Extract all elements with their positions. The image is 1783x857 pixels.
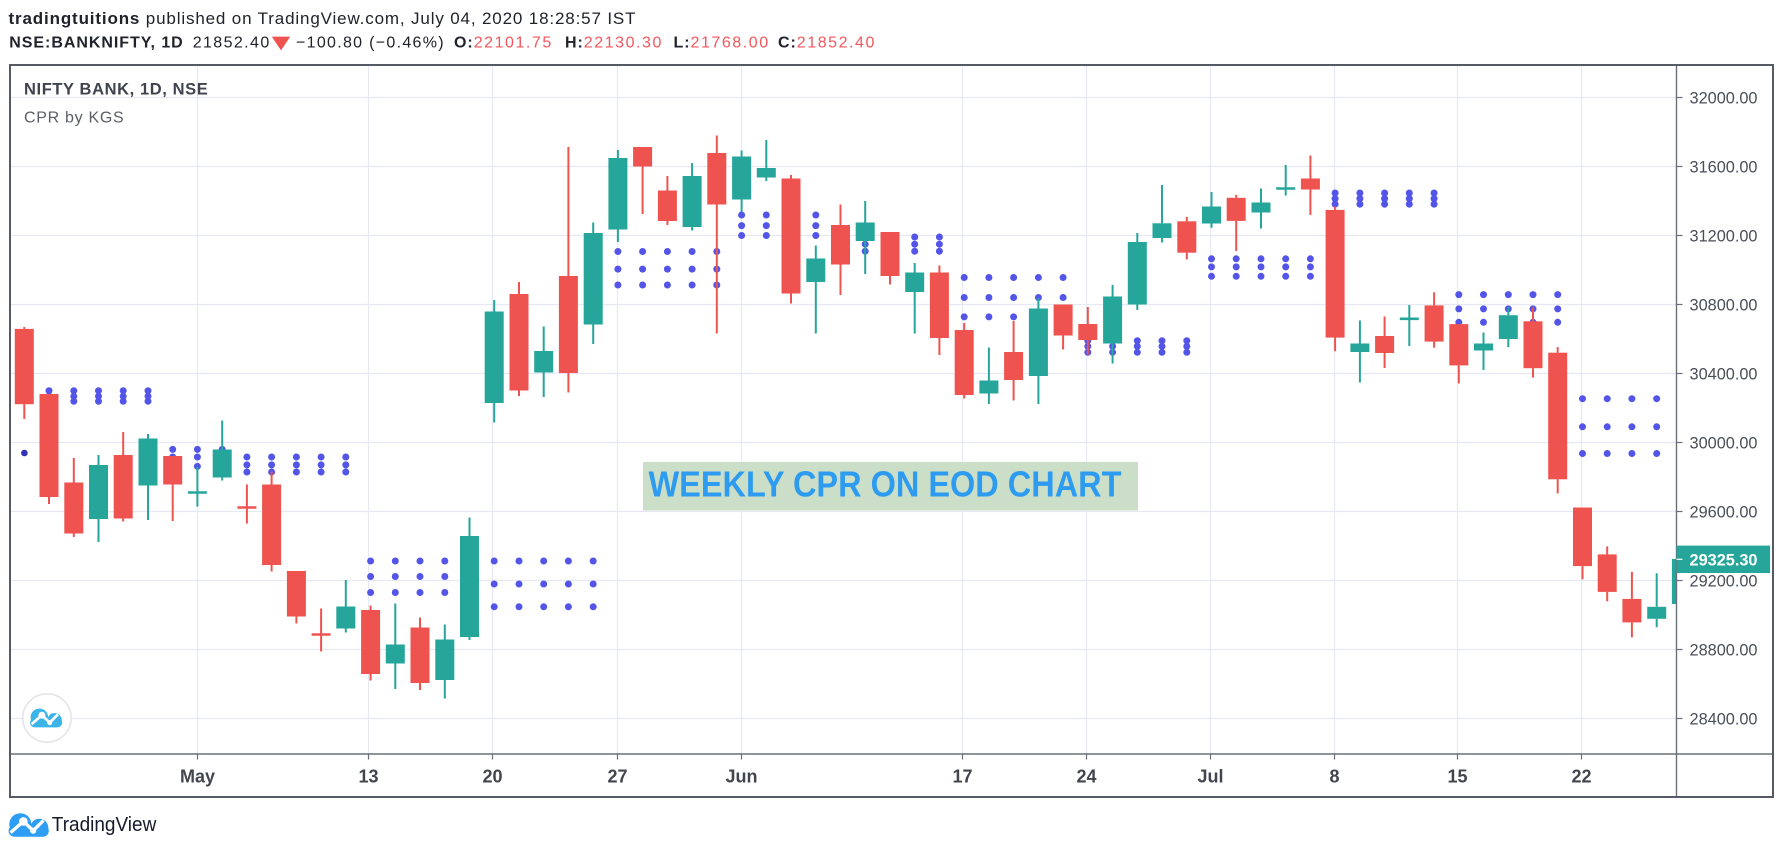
svg-text:TradingView: TradingView [52, 813, 157, 836]
svg-text:May: May [180, 766, 215, 786]
svg-text:28800.00: 28800.00 [1690, 642, 1758, 660]
svg-text:29200.00: 29200.00 [1690, 573, 1758, 591]
svg-text:13: 13 [358, 766, 378, 786]
svg-text:NIFTY BANK, 1D, NSE: NIFTY BANK, 1D, NSE [24, 81, 208, 99]
svg-text:31600.00: 31600.00 [1690, 159, 1758, 177]
svg-text:30800.00: 30800.00 [1690, 297, 1758, 315]
svg-text:WEEKLY CPR ON EOD CHART: WEEKLY CPR ON EOD CHART [649, 464, 1122, 505]
svg-text:24: 24 [1076, 766, 1096, 786]
svg-text:CPR by KGS: CPR by KGS [24, 110, 124, 127]
svg-text:30000.00: 30000.00 [1690, 435, 1758, 453]
svg-text:tradingtuitions published on T: tradingtuitions published on TradingView… [9, 9, 637, 28]
svg-text:28400.00: 28400.00 [1690, 711, 1758, 729]
svg-text:22: 22 [1571, 766, 1591, 786]
svg-text:30400.00: 30400.00 [1690, 366, 1758, 384]
svg-text:8: 8 [1329, 766, 1339, 786]
svg-text:29325.30: 29325.30 [1690, 551, 1758, 569]
svg-text:29600.00: 29600.00 [1690, 504, 1758, 522]
svg-text:15: 15 [1447, 766, 1467, 786]
svg-text:Jun: Jun [725, 766, 757, 786]
svg-text:32000.00: 32000.00 [1690, 90, 1758, 108]
svg-text:Jul: Jul [1197, 766, 1223, 786]
svg-text:−100.80 (−0.46%): −100.80 (−0.46%) [296, 35, 445, 52]
svg-text:20: 20 [482, 766, 502, 786]
svg-text:O:22101.75H:22130.30L:21768.00: O:22101.75 H:22130.30 L:21768.00 C:21852.40 [454, 35, 876, 52]
svg-text:31200.00: 31200.00 [1690, 228, 1758, 246]
svg-text:17: 17 [952, 766, 972, 786]
svg-text:27: 27 [607, 766, 627, 786]
